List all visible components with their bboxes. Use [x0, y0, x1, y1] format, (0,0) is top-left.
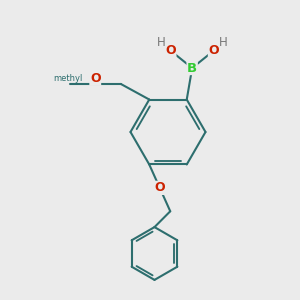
Text: H: H [157, 36, 165, 49]
Text: H: H [219, 36, 228, 49]
Text: O: O [90, 72, 101, 85]
Text: O: O [154, 182, 165, 194]
Text: B: B [187, 61, 197, 74]
Text: methyl: methyl [54, 74, 83, 83]
Text: O: O [165, 44, 176, 57]
Text: O: O [208, 44, 219, 57]
